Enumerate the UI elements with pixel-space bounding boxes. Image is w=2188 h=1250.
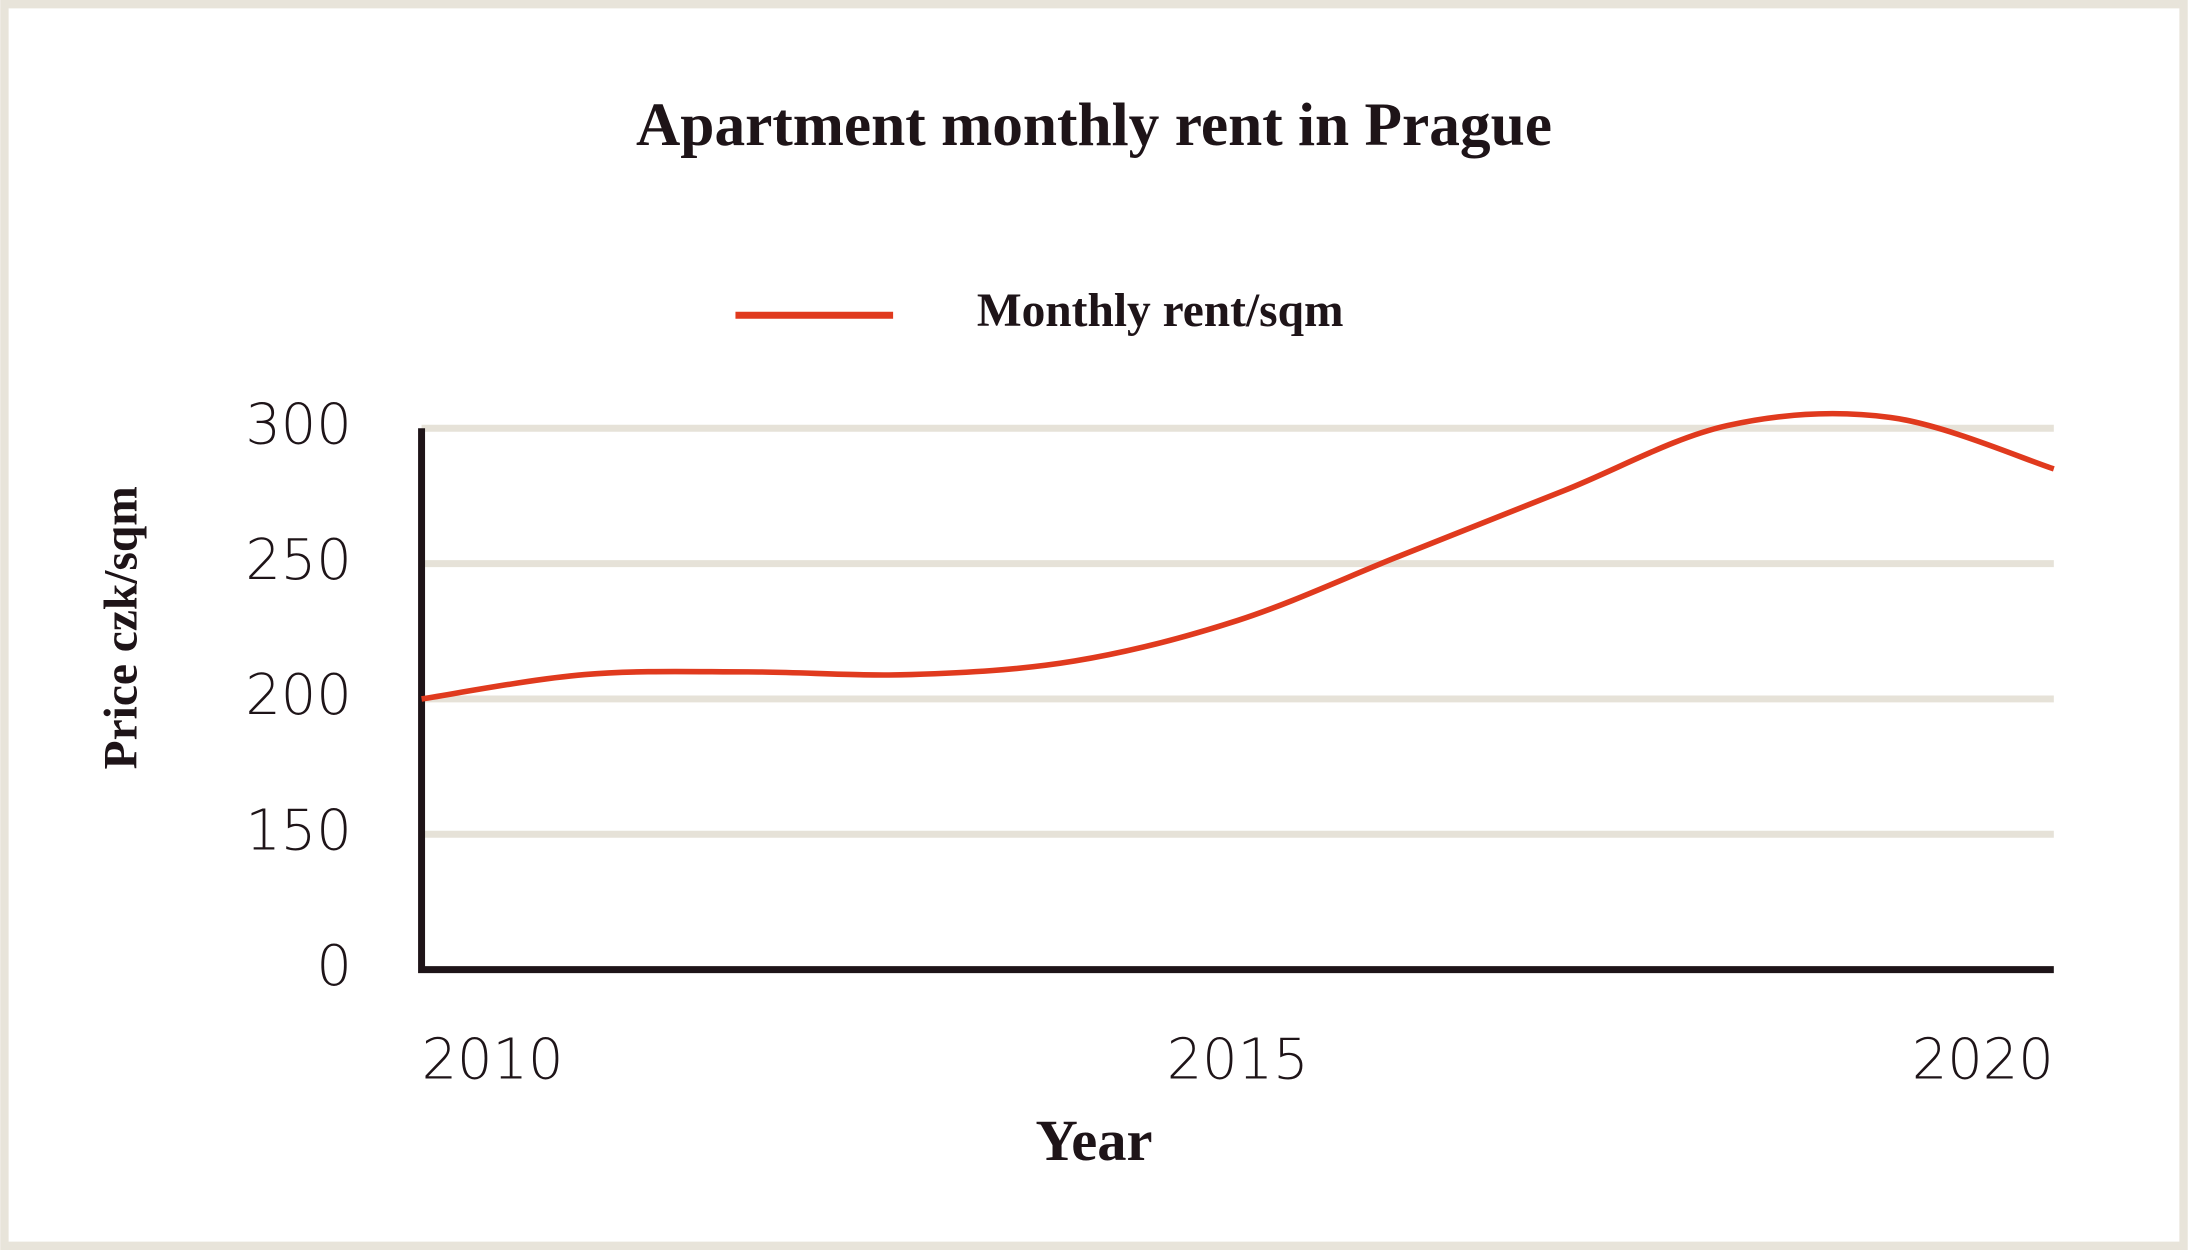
x-tick-label: 2020	[1912, 1027, 2054, 1092]
chart-title: Apartment monthly rent in Prague	[636, 91, 1552, 159]
y-tick-label: 300	[245, 393, 352, 458]
x-axis-label: Year	[1035, 1108, 1152, 1173]
y-tick-label: 200	[245, 663, 352, 728]
line	[421, 410, 2055, 702]
x-tick-label: 2015	[1167, 1027, 1309, 1092]
y-tick-label: 250	[245, 528, 352, 593]
axes	[418, 428, 2054, 974]
y-axis-label: Price czk/sqm	[96, 486, 148, 769]
y-tick-label: 0	[316, 934, 352, 999]
legend-label: Monthly rent/sqm	[977, 285, 1344, 337]
x-tick-label: 2010	[422, 1027, 564, 1092]
y-tick-label: 150	[245, 799, 352, 864]
